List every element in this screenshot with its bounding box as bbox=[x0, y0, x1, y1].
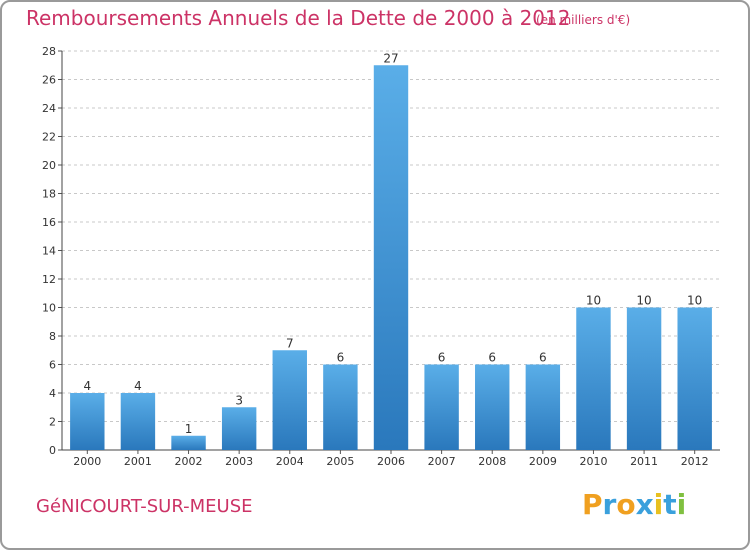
data-label: 10 bbox=[586, 294, 601, 308]
bars bbox=[70, 65, 712, 450]
chart-subtitle: (en milliers d'€) bbox=[536, 13, 631, 27]
data-label: 6 bbox=[337, 351, 345, 365]
data-label: 1 bbox=[185, 422, 193, 436]
x-tick-label: 2009 bbox=[529, 455, 557, 468]
bar bbox=[70, 393, 105, 450]
data-label: 4 bbox=[83, 379, 91, 393]
bar bbox=[475, 364, 510, 450]
x-tick-label: 2010 bbox=[579, 455, 607, 468]
bar bbox=[373, 65, 409, 450]
data-label: 10 bbox=[636, 294, 651, 308]
x-tick-label: 2011 bbox=[630, 455, 658, 468]
x-tick-label: 2003 bbox=[225, 455, 253, 468]
x-tick-label: 2008 bbox=[478, 455, 506, 468]
x-tick-label: 2007 bbox=[428, 455, 456, 468]
y-tick-label: 26 bbox=[42, 74, 56, 87]
bar bbox=[626, 307, 662, 450]
bar bbox=[272, 350, 307, 450]
bar bbox=[677, 307, 712, 450]
y-tick-label: 0 bbox=[49, 444, 56, 457]
data-label: 6 bbox=[539, 351, 547, 365]
data-label: 27 bbox=[383, 51, 398, 65]
y-tick-label: 10 bbox=[42, 302, 56, 315]
y-tick-label: 20 bbox=[42, 159, 56, 172]
x-tick-label: 2004 bbox=[276, 455, 304, 468]
x-tick-label: 2002 bbox=[175, 455, 203, 468]
x-tick-label: 2000 bbox=[73, 455, 101, 468]
y-tick-label: 4 bbox=[49, 387, 56, 400]
proxiti-logo: Proxiti bbox=[582, 488, 686, 521]
x-tick-label: 2012 bbox=[681, 455, 709, 468]
y-tick-label: 16 bbox=[42, 216, 56, 229]
bar bbox=[120, 393, 156, 450]
x-tick-label: 2001 bbox=[124, 455, 152, 468]
y-tick-label: 2 bbox=[49, 416, 56, 429]
chart-title: Remboursements Annuels de la Dette de 20… bbox=[26, 6, 571, 30]
y-tick-label: 8 bbox=[49, 330, 56, 343]
y-tick-label: 22 bbox=[42, 131, 56, 144]
bar bbox=[525, 364, 561, 450]
logo-letter: i bbox=[676, 488, 687, 521]
y-tick-label: 6 bbox=[49, 359, 56, 372]
logo-letter: P bbox=[582, 488, 603, 521]
y-tick-label: 12 bbox=[42, 273, 56, 286]
labels: 0246810121416182022242628420004200112002… bbox=[42, 45, 709, 468]
bar bbox=[171, 435, 206, 450]
y-tick-label: 14 bbox=[42, 245, 56, 258]
y-tick-label: 18 bbox=[42, 188, 56, 201]
data-label: 6 bbox=[488, 351, 496, 365]
bar bbox=[221, 407, 257, 450]
data-label: 6 bbox=[438, 351, 446, 365]
x-tick-label: 2005 bbox=[326, 455, 354, 468]
logo-letter: o bbox=[616, 488, 636, 521]
logo-letter: x bbox=[635, 488, 654, 521]
bar bbox=[424, 364, 459, 450]
data-label: 7 bbox=[286, 336, 294, 350]
y-tick-label: 28 bbox=[42, 45, 56, 58]
data-label: 3 bbox=[235, 393, 243, 407]
commune-name: GéNICOURT-SUR-MEUSE bbox=[36, 496, 253, 517]
x-tick-label: 2006 bbox=[377, 455, 405, 468]
logo-letter: i bbox=[653, 488, 664, 521]
bar bbox=[323, 364, 358, 450]
data-label: 10 bbox=[687, 294, 702, 308]
logo-letter: t bbox=[663, 488, 677, 521]
y-tick-label: 24 bbox=[42, 102, 56, 115]
bar bbox=[576, 307, 611, 450]
logo-letter: r bbox=[602, 488, 617, 521]
data-label: 4 bbox=[134, 379, 142, 393]
